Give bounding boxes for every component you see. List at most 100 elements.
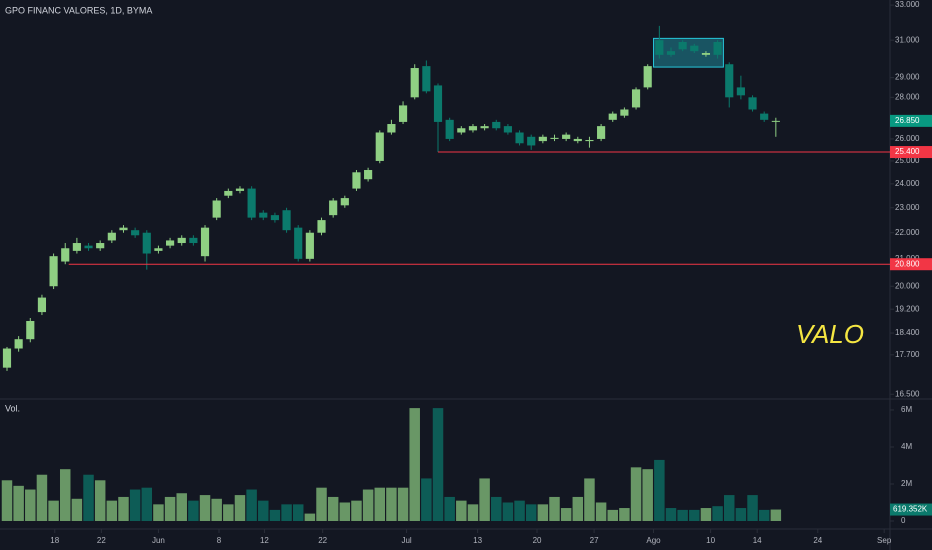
price-tag-bg — [890, 258, 932, 271]
y-tick-label: 16.500 — [895, 389, 920, 398]
candle-body — [119, 227, 128, 231]
candle-body — [736, 87, 745, 96]
y-tick-label: 24.000 — [895, 179, 920, 188]
candle-body — [620, 109, 629, 116]
volume-tag: 619.352K — [893, 505, 928, 514]
volume-bar — [118, 496, 129, 521]
y-tick-label: 29.000 — [895, 73, 920, 82]
candle-body — [760, 113, 769, 120]
x-tick-label: 22 — [318, 536, 327, 545]
candle-body — [364, 170, 373, 180]
volume-bar — [747, 495, 758, 521]
candle-body — [597, 126, 606, 139]
volume-bar — [537, 504, 549, 521]
candle-body — [294, 227, 303, 259]
volume-bar — [456, 500, 467, 521]
volume-bar — [607, 509, 618, 521]
volume-bar — [467, 504, 479, 521]
candle-body — [200, 227, 210, 257]
volume-bar — [269, 509, 281, 521]
price-tag: 25.400 — [895, 147, 920, 156]
volume-title: Vol. — [5, 403, 20, 413]
candle-body — [468, 126, 478, 131]
volume-bar — [665, 508, 677, 521]
volume-bar — [770, 509, 782, 521]
candle-body — [189, 237, 198, 244]
candle-body — [608, 113, 617, 120]
y-tick-label: 26.000 — [895, 134, 920, 143]
y-tick-label: 22.000 — [895, 228, 920, 237]
price-tag: 20.800 — [895, 259, 920, 268]
candle-body — [177, 237, 186, 244]
annotation: VALO — [796, 319, 864, 349]
volume-tick-label: 0 — [901, 516, 906, 525]
volume-bar — [83, 474, 94, 521]
candle-body — [352, 172, 361, 189]
candle-body — [96, 243, 105, 249]
candle-body — [37, 297, 47, 313]
x-tick-label: 10 — [706, 536, 715, 545]
candle-body — [643, 66, 652, 88]
candle-body — [247, 188, 256, 218]
y-tick-label: 17.700 — [895, 350, 920, 359]
candle-body — [235, 188, 245, 191]
y-tick-label: 31.000 — [895, 35, 920, 44]
highlight-box — [653, 37, 724, 68]
x-tick-label: 8 — [217, 536, 222, 545]
y-tick-label: 18.400 — [895, 328, 920, 337]
candle-body — [387, 124, 396, 133]
candle-body — [655, 40, 664, 55]
x-tick-label: 14 — [753, 536, 762, 545]
volume-bar — [246, 489, 257, 521]
candle-body — [2, 348, 12, 368]
x-tick-label: 20 — [533, 536, 542, 545]
y-tick-label: 25.000 — [895, 156, 920, 165]
volume-bar — [525, 504, 537, 521]
volume-bar — [700, 508, 712, 521]
y-tick-label: 33.000 — [895, 0, 920, 9]
volume-tick-label: 6M — [901, 405, 912, 414]
volume-bar — [386, 487, 397, 521]
candle-body — [527, 136, 536, 146]
volume-bar — [25, 489, 36, 521]
candle-body — [771, 120, 780, 122]
volume-bar — [432, 408, 444, 521]
volume-bar — [234, 495, 246, 521]
y-tick-label: 23.000 — [895, 203, 920, 212]
volume-bar — [712, 506, 723, 521]
volume-bar — [48, 500, 59, 521]
x-tick-label: Jun — [152, 536, 165, 545]
volume-bar — [444, 496, 455, 521]
candle-body — [317, 220, 326, 233]
candle-body — [375, 132, 384, 161]
volume-bar — [129, 489, 141, 521]
volume-bar — [13, 485, 24, 521]
candle-body — [550, 137, 559, 139]
candle-body — [573, 138, 582, 142]
candle-body — [340, 198, 349, 206]
candle-body — [515, 132, 524, 144]
candle-body — [329, 200, 338, 216]
candle-body — [259, 212, 268, 218]
volume-bar — [304, 513, 316, 521]
candle-body — [713, 41, 722, 55]
volume-bar — [362, 489, 374, 521]
volume-bar — [71, 498, 83, 521]
volume-bar — [409, 408, 420, 521]
chart-title: GPO FINANC VALORES, 1D, BYMA — [5, 5, 152, 15]
y-tick-label: 19.200 — [895, 304, 920, 313]
volume-bar — [397, 487, 409, 521]
volume-bar — [199, 495, 211, 521]
volume-bar — [421, 478, 432, 521]
x-tick-label: 18 — [50, 536, 59, 545]
x-tick-label: Jul — [401, 536, 411, 545]
candle-body — [748, 97, 757, 110]
volume-bar — [94, 480, 106, 521]
volume-bar — [374, 487, 386, 521]
candle-body — [166, 240, 175, 246]
candle-body — [445, 119, 454, 139]
candle-body — [503, 126, 512, 133]
volume-bar — [164, 496, 176, 521]
